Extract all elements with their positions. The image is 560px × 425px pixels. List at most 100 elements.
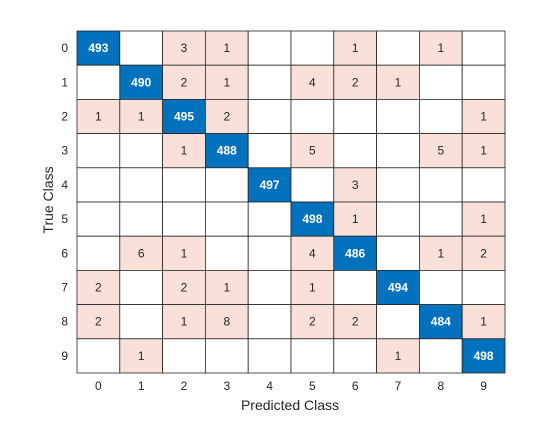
cell-value-label: 1 [309, 281, 316, 295]
matrix-cell [376, 99, 420, 135]
matrix-cell [247, 64, 292, 100]
matrix-cell [204, 338, 249, 374]
matrix-cell [162, 269, 206, 305]
x-tick-label: 4 [266, 379, 273, 393]
cell-value-label: 493 [88, 41, 108, 55]
x-tick-label: 1 [138, 379, 145, 393]
matrix-cell [247, 201, 292, 237]
cell-value-label: 1 [480, 110, 487, 124]
matrix-cell [376, 167, 420, 203]
cell-value-label: 1 [223, 75, 230, 89]
matrix-cell [204, 269, 249, 305]
cell-value-label: 1 [437, 246, 444, 260]
cell-value-label: 8 [223, 315, 230, 329]
x-tick-label: 5 [309, 379, 316, 393]
matrix-cell [76, 99, 121, 135]
matrix-cell [119, 201, 164, 237]
matrix-cell [376, 201, 420, 237]
matrix-cell [418, 338, 463, 374]
matrix-cell [290, 64, 335, 100]
cell-value-label: 495 [174, 110, 194, 124]
cell-value-label: 1 [223, 281, 230, 295]
matrix-cell [333, 269, 377, 305]
matrix-cell [376, 235, 420, 271]
matrix-cell [418, 269, 463, 305]
cell-value-label: 1 [480, 144, 487, 158]
cell-value-label: 1 [395, 349, 402, 363]
matrix-cell [162, 304, 206, 340]
matrix-cell [162, 30, 206, 66]
cell-value-label: 1 [395, 75, 402, 89]
cell-value-label: 1 [181, 315, 188, 329]
matrix-cell [76, 201, 121, 237]
matrix-cell [162, 99, 206, 135]
matrix-cell [290, 133, 335, 169]
matrix-cell [376, 133, 420, 169]
matrix-cell [204, 167, 249, 203]
matrix-cell [333, 304, 377, 340]
matrix-cell [290, 235, 335, 271]
cell-value-label: 6 [138, 246, 145, 260]
matrix-cell [204, 235, 249, 271]
matrix-cell [247, 99, 292, 135]
matrix-cell [376, 269, 420, 305]
matrix-cell [162, 167, 206, 203]
x-tick-label: 2 [181, 379, 188, 393]
cell-value-label: 5 [437, 144, 444, 158]
cell-value-label: 4 [309, 75, 316, 89]
matrix-cell [162, 201, 206, 237]
cell-value-label: 2 [309, 315, 316, 329]
matrix-cell [162, 338, 206, 374]
cell-value-label: 1 [181, 144, 188, 158]
cell-value-label: 5 [309, 144, 316, 158]
matrix-cell [418, 99, 463, 135]
matrix-cell [418, 167, 463, 203]
cell-value-label: 2 [480, 246, 487, 260]
x-tick-label: 7 [395, 379, 402, 393]
cell-value-label: 1 [95, 110, 102, 124]
cell-value-label: 2 [223, 110, 230, 124]
matrix-cell [290, 201, 335, 237]
y-tick-label: 2 [61, 110, 68, 124]
matrix-cell [119, 304, 164, 340]
matrix-cell [333, 99, 377, 135]
matrix-cell [76, 133, 121, 169]
matrix-cell [333, 338, 377, 374]
cell-value-label: 1 [352, 212, 359, 226]
matrix-cell [290, 30, 335, 66]
matrix-cell [461, 338, 506, 374]
matrix-cell [290, 99, 335, 135]
matrix-cell [247, 133, 292, 169]
matrix-cell [461, 30, 506, 66]
matrix-cell [418, 304, 463, 340]
cell-value-label: 486 [345, 246, 365, 260]
matrix-cell [333, 235, 377, 271]
matrix-cell [461, 167, 506, 203]
cell-value-label: 488 [217, 144, 237, 158]
matrix-cell [119, 133, 164, 169]
matrix-cell [461, 235, 506, 271]
matrix-cell [119, 167, 164, 203]
cell-value-label: 484 [431, 315, 451, 329]
cell-value-label: 1 [181, 246, 188, 260]
x-tick-label: 3 [223, 379, 230, 393]
matrix-cell [119, 338, 164, 374]
cell-value-label: 498 [474, 349, 494, 363]
matrix-cell [333, 133, 377, 169]
matrix-cell [76, 338, 121, 374]
matrix-cell [376, 338, 420, 374]
matrix-cell [290, 167, 335, 203]
cell-value-label: 494 [388, 281, 408, 295]
matrix-cell [461, 269, 506, 305]
y-tick-label: 9 [61, 349, 68, 363]
cell-value-label: 3 [181, 41, 188, 55]
cell-value-label: 498 [302, 212, 322, 226]
matrix-cell [76, 304, 121, 340]
y-axis-title: True Class [40, 166, 56, 233]
matrix-cell [247, 30, 292, 66]
y-tick-label: 1 [61, 75, 68, 89]
y-tick-label: 8 [61, 315, 68, 329]
matrix-cell [290, 338, 335, 374]
matrix-cell [247, 338, 292, 374]
matrix-cell [461, 304, 506, 340]
